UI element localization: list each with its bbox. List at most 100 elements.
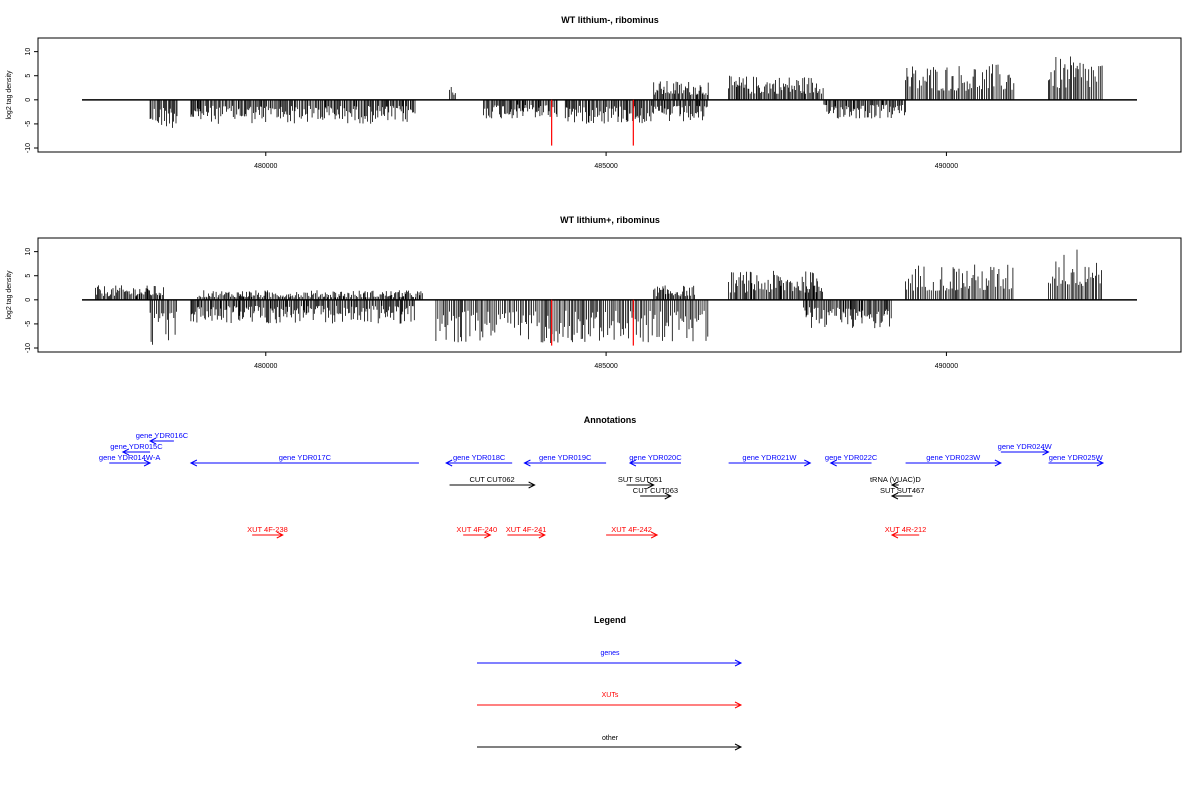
panel-title: WT lithium+, ribominus — [560, 215, 660, 225]
legend-label: other — [602, 735, 619, 742]
y-tick-label: -10 — [25, 343, 32, 353]
panel-title: WT lithium-, ribominus — [561, 15, 659, 25]
feature-label: CUT CUT062 — [469, 475, 514, 484]
feature-label: gene YDR024W — [998, 442, 1053, 451]
arrow-head-icon — [148, 437, 157, 445]
legend-label: genes — [600, 650, 620, 657]
y-tick-label: -10 — [25, 143, 32, 153]
annotation-feature: SUT SUT051 — [618, 475, 662, 489]
feature-label: gene YDR025W — [1049, 453, 1104, 462]
annotation-feature: gene YDR014W-A — [99, 453, 160, 467]
annotation-feature: gene YDR016C — [136, 431, 189, 445]
annotation-feature: gene YDR023W — [905, 453, 1002, 467]
y-tick-label: 10 — [25, 48, 32, 56]
arrow-head-icon — [1042, 448, 1050, 456]
y-tick-label: 5 — [25, 74, 32, 78]
red-markers — [551, 299, 634, 346]
axis-ticks: 10 5 0 -5 -10 480000 485000 490000 — [25, 48, 958, 170]
x-tick-label: 490000 — [935, 363, 958, 370]
x-tick-label: 480000 — [254, 363, 277, 370]
y-axis-label: log2 tag density — [6, 270, 13, 320]
arrow-head-icon — [890, 531, 899, 539]
x-tick-label: 485000 — [594, 163, 617, 170]
plot-frame — [37, 237, 1182, 353]
annotation-feature: XUT 4F-240 — [456, 525, 497, 539]
feature-label: gene YDR017C — [279, 453, 332, 462]
annotation-feature: CUT CUT062 — [449, 475, 536, 489]
axis-ticks: 10 5 0 -5 -10 480000 485000 490000 — [25, 248, 958, 370]
arrow-head-icon — [734, 743, 743, 751]
annotation-feature: gene YDR017C — [189, 453, 419, 467]
density-bars — [82, 56, 1137, 128]
annotation-feature: SUT SUT467 — [880, 486, 924, 500]
annotation-feature: XUT 4F-242 — [606, 525, 659, 539]
arrow-head-icon — [189, 459, 198, 467]
arrow-head-icon — [276, 531, 284, 539]
legend-item-xuts: XUTs — [477, 692, 743, 709]
x-tick-label: 480000 — [254, 163, 277, 170]
annotation-features: gene YDR014W-A gene YDR015C gene YDR016C ge… — [99, 431, 1105, 539]
annotation-feature: gene YDR021W — [728, 453, 812, 467]
feature-label: gene YDR021W — [742, 453, 797, 462]
y-axis-label: log2 tag density — [6, 70, 13, 120]
arrow-head-icon — [890, 492, 899, 500]
arrow-head-icon — [734, 659, 743, 667]
arrow-head-icon — [528, 481, 536, 489]
feature-label: XUT 4F-242 — [611, 525, 652, 534]
arrow-head-icon — [121, 448, 130, 456]
legend-item-other: other — [477, 735, 743, 751]
legend: Legend genes XUTs other — [477, 615, 743, 751]
feature-label: gene YDR015C — [110, 442, 163, 451]
arrow-head-icon — [538, 531, 546, 539]
annotation-feature: XUT 4R-212 — [885, 525, 927, 539]
legend-item-genes: genes — [477, 650, 743, 667]
arrow-head-icon — [1096, 459, 1105, 467]
y-tick-label: 10 — [25, 248, 32, 256]
feature-label: XUT 4R-212 — [885, 525, 927, 534]
annotation-feature: gene YDR022C — [825, 453, 878, 467]
arrow-head-icon — [734, 701, 743, 709]
feature-label: tRNA (VUAC)D — [870, 475, 921, 484]
annotation-feature: gene YDR024W — [998, 442, 1053, 456]
arrow-head-icon — [143, 459, 152, 467]
annotations-title: Annotations — [584, 415, 637, 425]
panel-lithium-minus: WT lithium-, ribominus log2 tag density … — [6, 15, 1182, 170]
feature-label: gene YDR022C — [825, 453, 878, 462]
annotation-feature: gene YDR015C — [110, 442, 163, 456]
arrow-head-icon — [484, 531, 492, 539]
arrow-head-icon — [650, 531, 659, 539]
plot-frame — [37, 37, 1182, 153]
feature-label: gene YDR018C — [453, 453, 506, 462]
arrow-head-icon — [994, 459, 1002, 467]
arrow-head-icon — [804, 459, 812, 467]
feature-label: SUT SUT467 — [880, 486, 924, 495]
annotation-feature: XUT 4F-238 — [247, 525, 288, 539]
annotation-feature: gene YDR020C — [628, 453, 682, 467]
arrow-head-icon — [445, 459, 453, 467]
arrow-head-icon — [628, 459, 637, 467]
arrow-head-icon — [890, 481, 899, 489]
annotation-feature: XUT 4F-241 — [506, 525, 547, 539]
arrow-head-icon — [829, 459, 837, 467]
feature-label: gene YDR023W — [926, 453, 981, 462]
x-tick-label: 490000 — [935, 163, 958, 170]
feature-label: CUT CUT063 — [633, 486, 678, 495]
y-tick-label: -5 — [25, 121, 32, 127]
arrow-head-icon — [647, 481, 655, 489]
annotation-feature: tRNA (VUAC)D — [870, 475, 921, 489]
arrow-head-icon — [523, 459, 531, 467]
arrow-head-icon — [664, 492, 672, 500]
legend-label: XUTs — [602, 692, 619, 699]
panel-lithium-plus: WT lithium+, ribominus log2 tag density … — [6, 215, 1182, 370]
feature-label: XUT 4F-241 — [506, 525, 547, 534]
annotation-feature: gene YDR025W — [1048, 453, 1105, 467]
y-tick-label: 0 — [25, 98, 32, 102]
feature-label: SUT SUT051 — [618, 475, 662, 484]
density-bars — [82, 249, 1137, 345]
annotation-feature: gene YDR019C — [523, 453, 607, 467]
red-markers — [551, 99, 634, 146]
feature-label: gene YDR014W-A — [99, 453, 160, 462]
legend-title: Legend — [594, 615, 626, 625]
